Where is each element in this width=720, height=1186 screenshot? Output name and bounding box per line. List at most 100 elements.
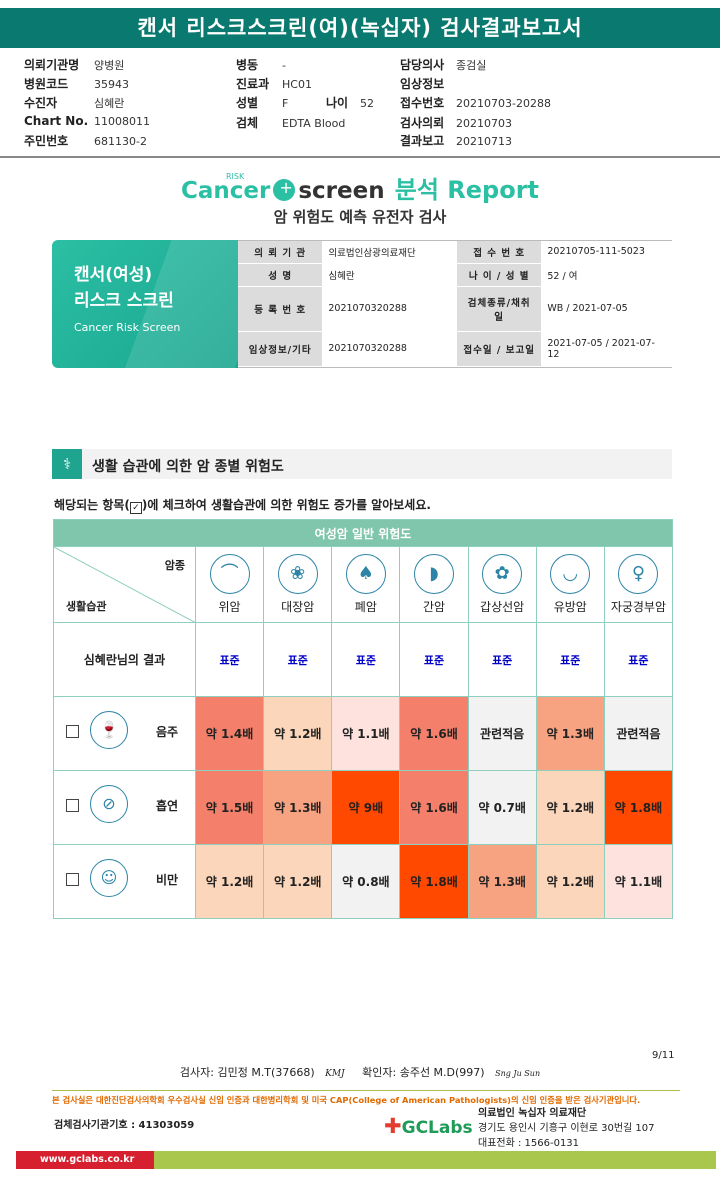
logo-report-text: 분석 Report [394,176,540,204]
card-subtitle: Cancer Risk Screen [74,321,181,334]
info-value: 52 [360,97,374,110]
risk-cell: 약 1.1배 [603,844,674,919]
risk-grid: 여성암 일반 위험도 암종 생활습관 ⌒ 위암 ❀ 대장암 ♠ 폐암 ◗ 간암 ✿ 갑상선암 ◡ 유방암 ♀ 자… [53,519,674,919]
habit-row: ⊘ 흡연 약 1.5배 약 1.3배 약 9배 약 1.6배 약 0.7배 약 1.2배 약 1… [53,770,674,845]
stomach-icon: ⌒ [209,554,250,594]
examiner: 검사자: 김민정 M.T(37668) [179,1066,315,1079]
cancer-type-cell: ❀ 대장암 [263,546,333,623]
info-value: 종검실 [456,59,487,72]
examiner-signature: KMJ [325,1069,345,1079]
info-field: Chart No. 11008011 [24,114,150,128]
result-value: 표준 [263,622,333,697]
info-field: 병원코드 35943 [24,75,129,92]
result-value: 표준 [194,622,265,697]
gap [452,263,457,287]
risk-cell: 약 9배 [331,770,401,845]
risk-cell: 약 1.6배 [399,770,469,845]
website-link[interactable]: www.gclabs.co.kr [16,1151,154,1169]
result-value: 표준 [535,622,605,697]
risk-cell: 약 1.8배 [603,770,674,845]
signature-line: 검사자: 김민정 M.T(37668) KMJ 확인자: 송주선 M.D(997… [0,1064,720,1080]
cancer-name: 대장암 [281,600,315,614]
lung-icon: ♠ [345,554,386,594]
risk-cell: 약 1.3배 [263,770,333,845]
patient-info-block: 의뢰기관명 양병원 병원코드 35943 수진자 심혜란 Chart No. 11008011… [0,52,720,158]
info-label: 접수번호 [400,96,445,110]
info-field-age: 나이 52 [326,94,374,111]
habit-checkbox[interactable] [66,873,79,886]
result-value: 표준 [331,622,401,697]
patient-key: 임상정보/기타 [238,331,323,368]
habit-checkbox[interactable] [66,799,79,812]
report-subtitle: 암 위험도 예측 유전자 검사 [273,208,447,226]
instruction-pre: 해당되는 항목( [54,498,130,512]
result-label: 심혜란님의 결과 [53,622,196,697]
patient-table: 의 뢰 기 관 의료법인삼광의료재단 접 수 번 호 20210705-111-502… [238,240,672,368]
info-label: 나이 [326,96,349,110]
liver-icon: ◗ [413,554,454,594]
info-value: - [282,59,286,72]
info-field: 접수번호 20210703-20288 [400,94,551,111]
info-label: 진료과 [236,77,270,91]
logo-cancer-text: Cancer [180,178,271,204]
info-value: 35943 [94,78,129,91]
cancer-name: 위암 [218,600,241,614]
info-label: 수진자 [24,96,58,110]
patient-row: 의 뢰 기 관 의료법인삼광의료재단 접 수 번 호 20210705-111-502… [238,241,672,264]
patient-value: WB / 2021-07-05 [541,286,672,332]
info-field: 진료과 HC01 [236,75,312,92]
info-field: 수진자 심혜란 [24,94,124,111]
habit-cell: ☺ 비만 [53,844,196,919]
grid-header: 여성암 일반 위험도 [53,519,673,547]
patient-value: 20210705-111-5023 [541,241,672,264]
risk-cell: 약 1.2배 [263,844,333,919]
risk-cell: 약 1.2배 [535,770,605,845]
risk-cell: 약 1.2배 [535,844,605,919]
smoking-icon: ⊘ [90,785,128,823]
habit-cell: 🍷 음주 [53,696,196,771]
patient-key: 등 록 번 호 [238,286,323,332]
cancer-name: 폐암 [354,600,377,614]
info-label: 검사의뢰 [400,116,445,130]
gc-brand-text: GCLabs [401,1118,473,1138]
card-title-2: 리스크 스크린 [74,291,174,311]
info-label: 주민번호 [24,134,69,148]
info-value: 681130-2 [94,135,147,148]
cancer-type-cell: ♠ 폐암 [331,546,401,623]
logo-screen-text: screen [298,178,385,204]
risk-cell: 관련적음 [603,696,674,771]
cancer-type-cell: ⌒ 위암 [194,546,265,623]
info-label: 담당의사 [400,58,445,72]
info-label: 성별 [236,96,259,110]
result-value: 표준 [603,622,674,697]
cancer-type-row: 암종 생활습관 ⌒ 위암 ❀ 대장암 ♠ 폐암 ◗ 간암 ✿ 갑상선암 ◡ 유방암 ♀ 자궁경부암 [53,546,674,623]
info-field: 담당의사 종검실 [400,56,486,73]
risk-cell: 약 1.5배 [194,770,265,845]
foundation-address: 경기도 용인시 기흥구 이현로 30번길 107 [478,1123,655,1134]
gc-cross-icon: ✚ [384,1114,402,1138]
footer-bar [154,1151,716,1169]
report-logo: Cancer screen 분석 Report [0,170,720,206]
risk-cell: 약 1.4배 [194,696,265,771]
cancer-name: 자궁경부암 [610,600,667,614]
info-value: HC01 [282,78,312,91]
instruction-post: )에 체크하여 생활습관에 의한 위험도 증가를 알아보세요. [141,498,431,512]
patient-key: 접 수 번 호 [456,241,542,264]
patient-value: 2021070320288 [322,286,453,332]
risk-cell: 약 1.3배 [467,844,537,919]
stethoscope-icon: ⚕ [52,449,82,479]
certification-note: 본 검사실은 대한진단검사의학회 우수검사실 신임 인증과 대한병리학회 및 미… [52,1095,641,1105]
info-label: 임상정보 [400,77,445,91]
info-field: 검사의뢰 20210703 [400,114,512,131]
habit-checkbox[interactable] [66,725,79,738]
patient-row: 임상정보/기타 2021070320288 접수일 / 보고일 2021-07-05 … [238,331,672,368]
patient-key: 검체종류/채취일 [456,286,542,332]
info-value: F [282,97,289,110]
result-row: 심혜란님의 결과 표준 표준 표준 표준 표준 표준 표준 [53,622,674,697]
uterus-icon: ♀ [618,554,659,594]
habit-name: 음주 [156,725,179,739]
confirmer: 확인자: 송주선 M.D(997) [362,1066,485,1079]
colon-icon: ❀ [277,554,318,594]
gap [452,286,457,332]
result-value: 표준 [467,622,537,697]
